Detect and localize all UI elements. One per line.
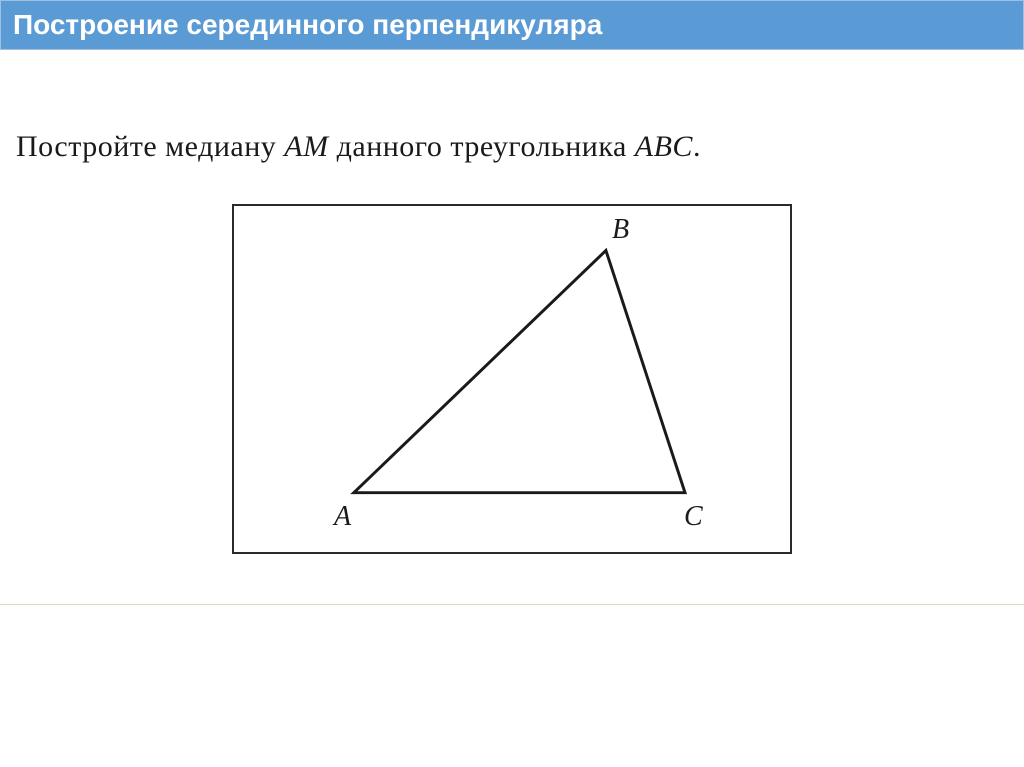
task-triangle: ABC xyxy=(635,130,693,163)
vertex-label-a: A xyxy=(334,501,351,533)
task-suffix: . xyxy=(693,130,701,163)
task-middle: данного треугольника xyxy=(329,130,635,163)
vertex-label-b: B xyxy=(612,214,629,246)
triangle-diagram xyxy=(234,206,790,552)
slide-title: Построение серединного перпендикуляра xyxy=(13,9,1011,41)
slide-header: Построение серединного перпендикуляра xyxy=(0,0,1024,50)
task-segment: AM xyxy=(284,130,328,163)
task-prefix: Постройте медиану xyxy=(16,130,284,163)
figure-container: A B C xyxy=(0,204,1024,554)
figure-box: A B C xyxy=(232,204,792,554)
vertex-label-c: C xyxy=(684,501,703,533)
content-area: Постройте медиану AM данного треугольник… xyxy=(0,50,1024,605)
triangle-shape xyxy=(354,250,685,492)
bottom-separator xyxy=(0,604,1024,605)
task-statement: Постройте медиану AM данного треугольник… xyxy=(0,130,1024,164)
